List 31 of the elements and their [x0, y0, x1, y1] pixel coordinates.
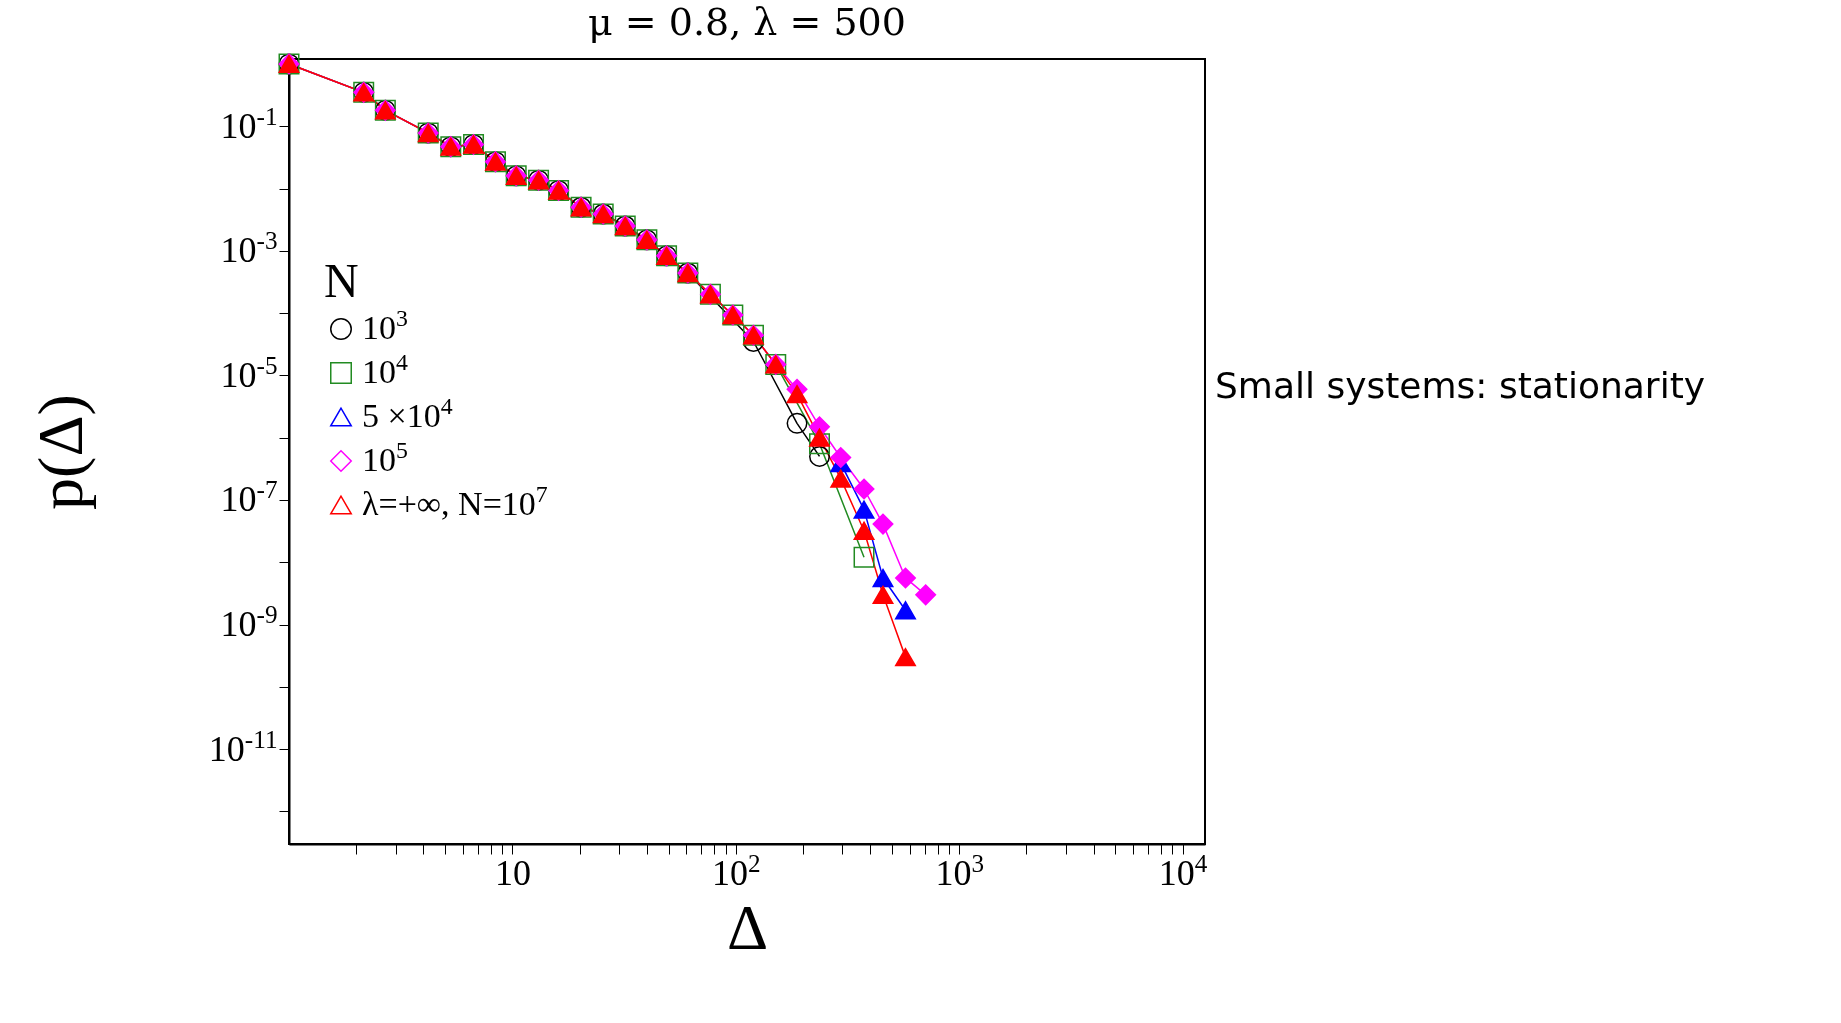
point — [872, 513, 894, 535]
legend-label: 10$^{4}$ — [362, 349, 408, 390]
x-axis-title: Δ — [726, 891, 769, 963]
x-tick-label: 10 — [494, 852, 531, 893]
legend-label: λ=+∞, N=10$^{7}$ — [362, 481, 548, 522]
legend-title: N — [324, 254, 359, 307]
y-tick-label: 10$^{-3}$ — [220, 226, 278, 271]
point — [895, 567, 916, 589]
text: Small systems: stationarity — [1215, 365, 1706, 406]
point — [853, 478, 875, 500]
x-tick-label: 10$^{4}$ — [1158, 849, 1208, 893]
y-axis-title: p(Δ) — [25, 394, 97, 510]
point — [830, 469, 852, 488]
point — [853, 521, 875, 540]
x-tick-label: 10$^{2}$ — [711, 849, 761, 893]
point — [872, 585, 894, 605]
legend-label: 10$^{5}$ — [362, 437, 408, 478]
point — [895, 647, 916, 667]
x-tick-label: 10$^{3}$ — [935, 849, 984, 893]
chart-title: μ = 0.8, λ = 500 — [588, 0, 906, 45]
point — [786, 384, 808, 404]
legend-label: 10$^{3}$ — [362, 305, 408, 346]
point — [830, 447, 852, 469]
y-tick-label: 10$^{-1}$ — [220, 102, 278, 146]
point — [809, 428, 830, 447]
legend-label: 5 ×10$^{4}$ — [362, 393, 453, 434]
y-tick-label: 10$^{-9}$ — [220, 600, 278, 645]
y-tick-label: 10$^{-5}$ — [220, 351, 278, 395]
point — [915, 584, 937, 606]
y-tick-label: 10$^{-7}$ — [220, 475, 278, 520]
y-tick-label: 10$^{-11}$ — [208, 725, 278, 769]
